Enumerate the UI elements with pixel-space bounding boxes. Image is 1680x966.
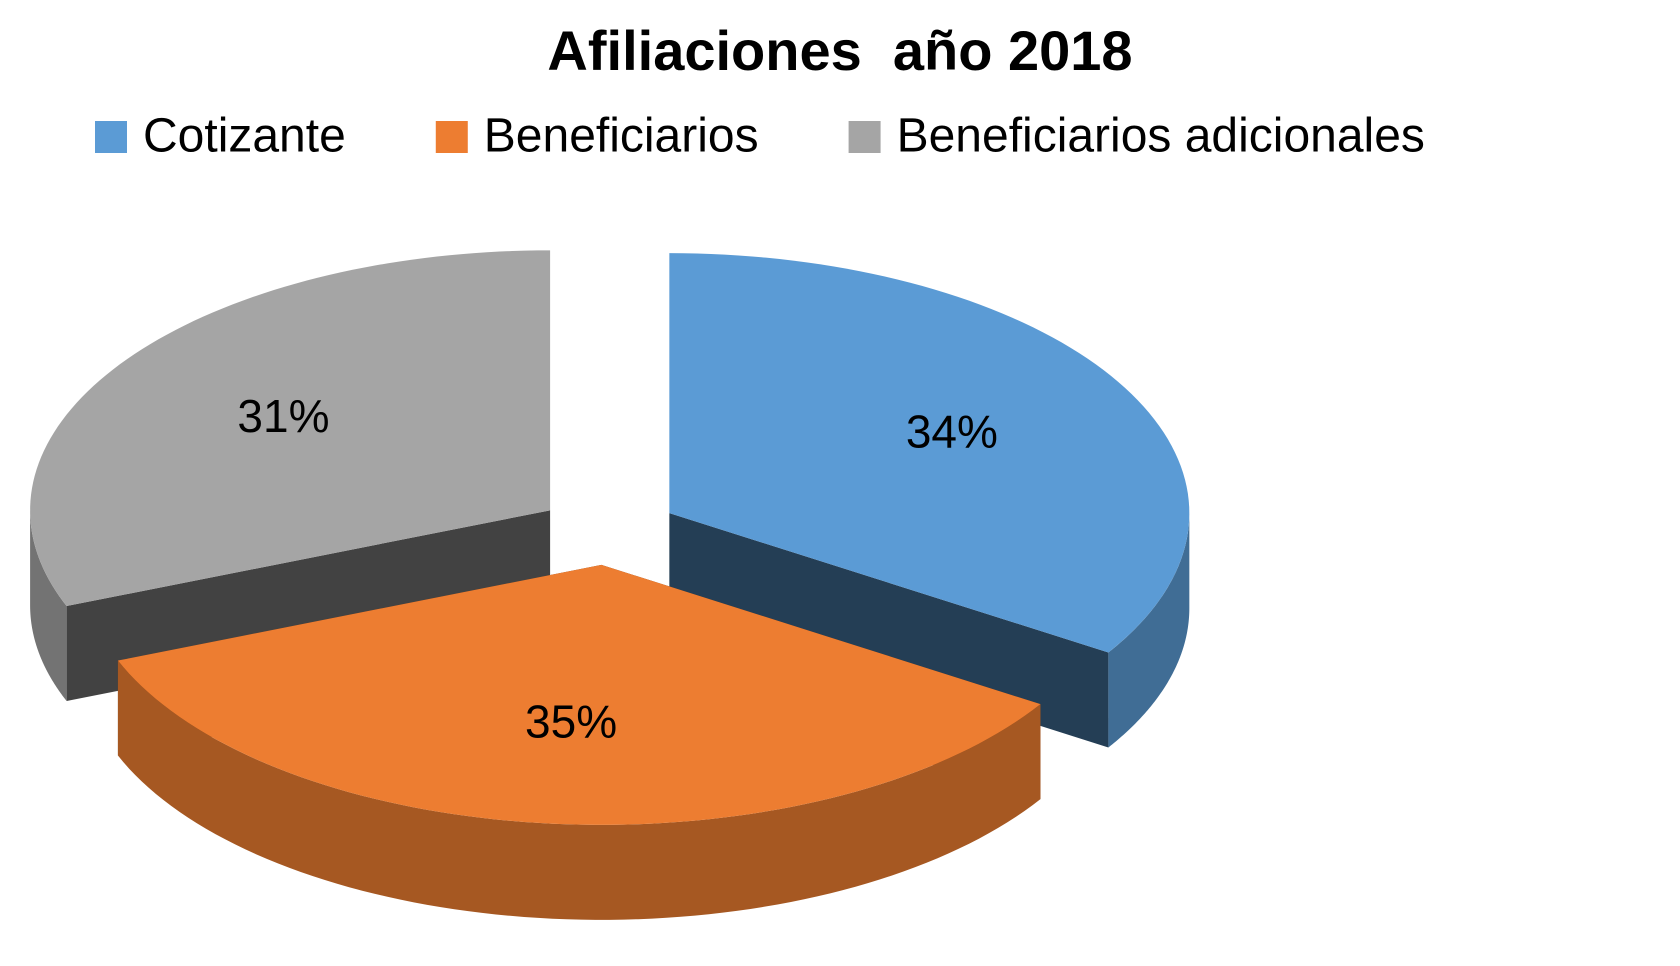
data-label: 35% [525, 695, 617, 747]
legend-swatch [435, 121, 468, 153]
pie-slice [669, 253, 1190, 748]
slice-top [30, 250, 551, 607]
slice-wall [117, 660, 1041, 920]
data-label: 34% [906, 406, 998, 458]
slice-top [117, 564, 1041, 825]
legend-label: Beneficiarios [484, 110, 759, 163]
slice-wall [1108, 513, 1190, 748]
legend-swatch [95, 121, 127, 153]
legend-label: Cotizante [143, 110, 346, 163]
data-label: 31% [237, 390, 329, 442]
slice-side [669, 513, 1109, 748]
slice-wall [30, 510, 67, 702]
chart-title: Afiliaciones año 2018 [547, 19, 1132, 82]
slice-top [669, 253, 1190, 653]
legend-swatch [848, 121, 881, 153]
legend-label: Beneficiarios adicionales [897, 110, 1425, 163]
pie-slice [117, 564, 1041, 920]
